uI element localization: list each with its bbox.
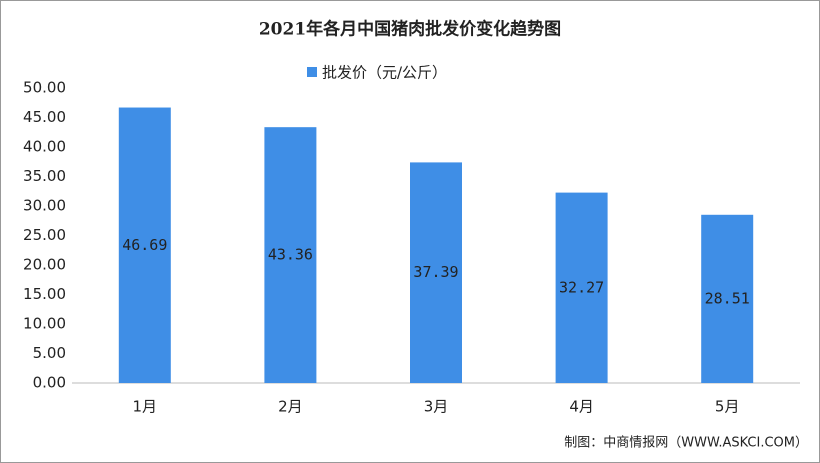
x-tick-label: 3月 (424, 398, 449, 416)
y-tick-label: 45.00 (23, 108, 66, 126)
legend-label: 批发价（元/公斤） (322, 64, 447, 82)
data-label: 43.36 (268, 246, 313, 264)
legend-swatch (307, 67, 317, 77)
y-tick-label: 10.00 (23, 315, 66, 333)
data-label: 46.69 (122, 236, 167, 254)
bar (410, 162, 462, 383)
y-tick-label: 30.00 (23, 197, 66, 215)
y-tick-label: 5.00 (33, 344, 66, 362)
y-tick-label: 15.00 (23, 285, 66, 303)
chart-title: 2021年各月中国猪肉批发价变化趋势图 (259, 19, 561, 40)
x-tick-label: 5月 (715, 398, 740, 416)
source-note: 制图：中商情报网（WWW.ASKCI.COM） (564, 436, 808, 451)
bar (701, 214, 754, 383)
y-tick-label: 20.00 (23, 256, 66, 274)
data-label: 32.27 (559, 278, 604, 296)
x-tick-label: 1月 (133, 398, 158, 416)
data-label: 28.51 (705, 289, 750, 307)
bar (555, 192, 608, 383)
x-tick-label: 2月 (278, 398, 303, 416)
y-tick-label: 50.00 (23, 79, 66, 97)
y-tick-label: 40.00 (23, 138, 66, 156)
y-tick-label: 25.00 (23, 226, 66, 244)
bar (264, 127, 317, 384)
data-label: 37.39 (413, 263, 458, 281)
bar (118, 107, 171, 384)
x-tick-label: 4月 (569, 398, 594, 416)
y-tick-label: 0.00 (33, 374, 66, 392)
y-tick-label: 35.00 (23, 167, 66, 185)
